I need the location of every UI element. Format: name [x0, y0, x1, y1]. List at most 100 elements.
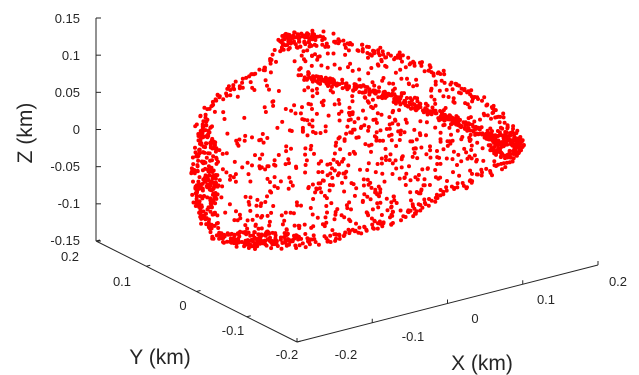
- scatter-point: [416, 173, 421, 177]
- scatter-point: [266, 230, 271, 235]
- scatter-point: [504, 160, 509, 165]
- scatter-point: [201, 209, 206, 214]
- scatter-point: [303, 232, 308, 236]
- scatter-point: [248, 208, 253, 213]
- scatter-point: [349, 181, 354, 186]
- scatter-point: [413, 107, 418, 112]
- scatter-point: [201, 119, 206, 124]
- scatter-point: [267, 223, 272, 228]
- scatter-point: [403, 183, 408, 187]
- scatter-point: [398, 132, 403, 137]
- scatter-point: [392, 198, 397, 203]
- scatter-point: [303, 170, 308, 175]
- scatter-point: [455, 128, 460, 133]
- scatter-point: [204, 155, 209, 160]
- scatter-point: [208, 158, 213, 163]
- scatter-point: [346, 118, 351, 123]
- scatter-point: [389, 200, 394, 205]
- y-tick-label: 0.1: [113, 274, 131, 289]
- scatter-point: [418, 208, 423, 213]
- scatter-point: [402, 91, 406, 96]
- scatter-point: [387, 158, 392, 163]
- scatter-point: [400, 59, 404, 64]
- scatter-point: [508, 151, 513, 156]
- scatter-point: [521, 143, 526, 147]
- scatter-point: [244, 75, 249, 80]
- scatter-point: [408, 190, 413, 195]
- scatter-point: [489, 116, 493, 121]
- scatter-point: [332, 102, 337, 107]
- scatter-point: [406, 55, 411, 60]
- scatter-point: [269, 57, 274, 62]
- scatter-point: [372, 50, 377, 55]
- scatter-point: [361, 183, 366, 188]
- scatter-point: [320, 170, 325, 174]
- scatter-point: [263, 167, 268, 172]
- scatter-point: [380, 78, 385, 83]
- scatter-point: [370, 222, 375, 227]
- scatter-point: [333, 238, 338, 243]
- scatter-point: [245, 238, 250, 243]
- scatter-point: [285, 232, 290, 237]
- scatter-point: [460, 181, 465, 185]
- scatter-point: [253, 247, 257, 251]
- scatter-point: [236, 231, 240, 236]
- scatter-point: [337, 236, 342, 241]
- scatter-point: [514, 153, 519, 158]
- scatter-point: [216, 226, 221, 230]
- scatter-point: [379, 161, 384, 166]
- scatter-point: [403, 65, 408, 70]
- scatter-point: [222, 117, 227, 121]
- z-tick-label: 0.15: [55, 11, 80, 26]
- scatter-point: [365, 177, 370, 182]
- scatter-point: [409, 198, 413, 203]
- scatter-point: [360, 198, 365, 203]
- scatter-point: [433, 109, 437, 114]
- scatter-point: [354, 186, 359, 191]
- scatter-point: [485, 134, 490, 139]
- scatter-point: [448, 82, 453, 87]
- scatter-point: [224, 151, 229, 156]
- scatter-point: [310, 118, 315, 123]
- scatter-point: [424, 120, 429, 125]
- scatter-point: [237, 137, 242, 142]
- scatter-point: [337, 39, 342, 44]
- scatter-point: [206, 128, 211, 133]
- scatter-point: [470, 171, 474, 176]
- scatter-point: [408, 178, 413, 183]
- scatter-point: [330, 79, 334, 84]
- scatter-point: [314, 86, 319, 91]
- x-tick-label: 0.1: [537, 292, 555, 307]
- scatter-point: [355, 48, 360, 53]
- scatter-point: [300, 129, 305, 134]
- scatter-point: [463, 101, 468, 106]
- scatter-point: [286, 238, 291, 242]
- scatter-point: [350, 99, 355, 104]
- scatter-point: [514, 139, 519, 143]
- scatter-point: [228, 177, 232, 182]
- scatter-point: [314, 74, 319, 79]
- scatter-point: [339, 213, 344, 218]
- scatter-point: [208, 187, 212, 192]
- scatter-point: [441, 94, 446, 99]
- scatter-point: [407, 164, 411, 169]
- scatter-point: [336, 136, 341, 141]
- scatter-point: [201, 177, 206, 182]
- scatter-point: [242, 138, 247, 143]
- scatter-point: [387, 115, 392, 120]
- scatter-point: [388, 53, 393, 58]
- scatter-point: [377, 85, 382, 90]
- scatter-point: [197, 199, 202, 204]
- scatter-point: [293, 111, 298, 116]
- scatter-point: [240, 80, 245, 85]
- scatter-point: [475, 172, 480, 177]
- scatter-point: [257, 67, 262, 72]
- scatter-point: [337, 82, 342, 87]
- scatter-point: [292, 59, 297, 64]
- scatter-point: [198, 139, 203, 144]
- scatter-point: [384, 196, 389, 201]
- tick-marks: [95, 17, 599, 343]
- z-axis-label: Z (km): [14, 103, 37, 164]
- scatter-point: [488, 169, 493, 173]
- scatter-point: [326, 113, 331, 118]
